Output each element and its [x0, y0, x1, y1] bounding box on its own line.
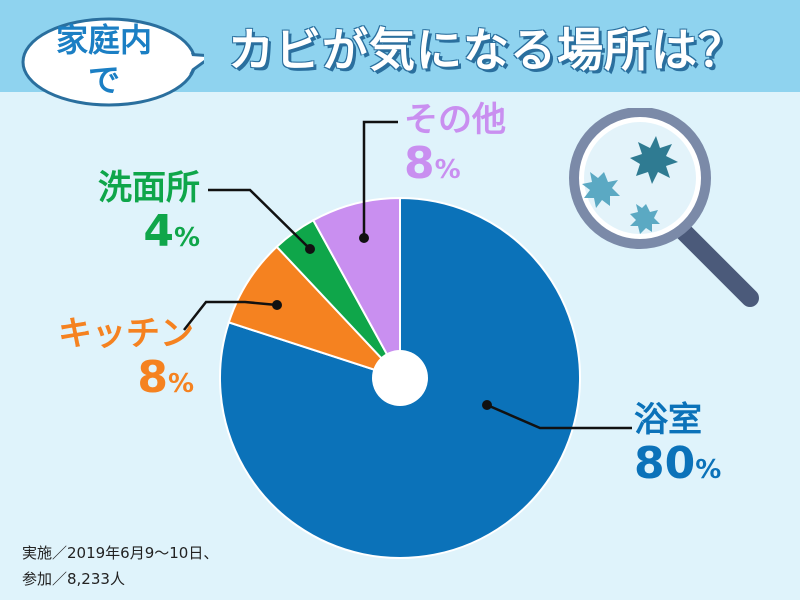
mold-spore-icon: [582, 172, 620, 208]
label-bath: 浴室 80%: [634, 400, 721, 494]
slice-label: その他: [404, 100, 506, 140]
chart-title: カビが気になる場所は？: [228, 23, 745, 77]
slice-label: キッチン: [58, 314, 194, 354]
pie-slice-bath: [219, 196, 581, 559]
leader-dot-bath: [482, 400, 492, 410]
pie-slice-other: [311, 196, 401, 379]
magnifier-icon: [569, 108, 759, 307]
leader-dot-washroom: [305, 244, 315, 254]
speech-bubble: [21, 17, 204, 107]
mold-spore-icon: [630, 204, 660, 234]
leader-line-kitchen: [183, 300, 278, 331]
bubble-line-2: で: [87, 61, 120, 99]
label-washroom: 洗面所 4%: [40, 168, 200, 262]
speech-bubble-text: 家庭内 で: [14, 20, 194, 100]
slice-value: 8%: [137, 352, 194, 403]
slice-label: 浴室: [634, 400, 702, 440]
leader-line-other: [362, 120, 398, 238]
mold-spore-icon: [630, 136, 678, 184]
label-kitchen: キッチン 8%: [34, 314, 194, 408]
leader-line-washroom: [208, 188, 311, 250]
survey-note: 実施／2019年6月9〜10日、 参加／8,233人: [22, 544, 219, 588]
label-other: その他 8%: [404, 100, 506, 194]
leader-line-bath: [486, 403, 632, 430]
slice-value: 8%: [404, 138, 461, 189]
pie-center-hole: [372, 350, 428, 406]
pie-slice-kitchen: [227, 245, 401, 379]
slice-value: 4%: [143, 206, 200, 257]
leader-dot-kitchen: [272, 300, 282, 310]
leader-dot-other: [359, 233, 369, 243]
slice-label: 洗面所: [98, 168, 200, 208]
slice-value: 80%: [634, 438, 722, 489]
bubble-line-1: 家庭内: [55, 21, 152, 59]
